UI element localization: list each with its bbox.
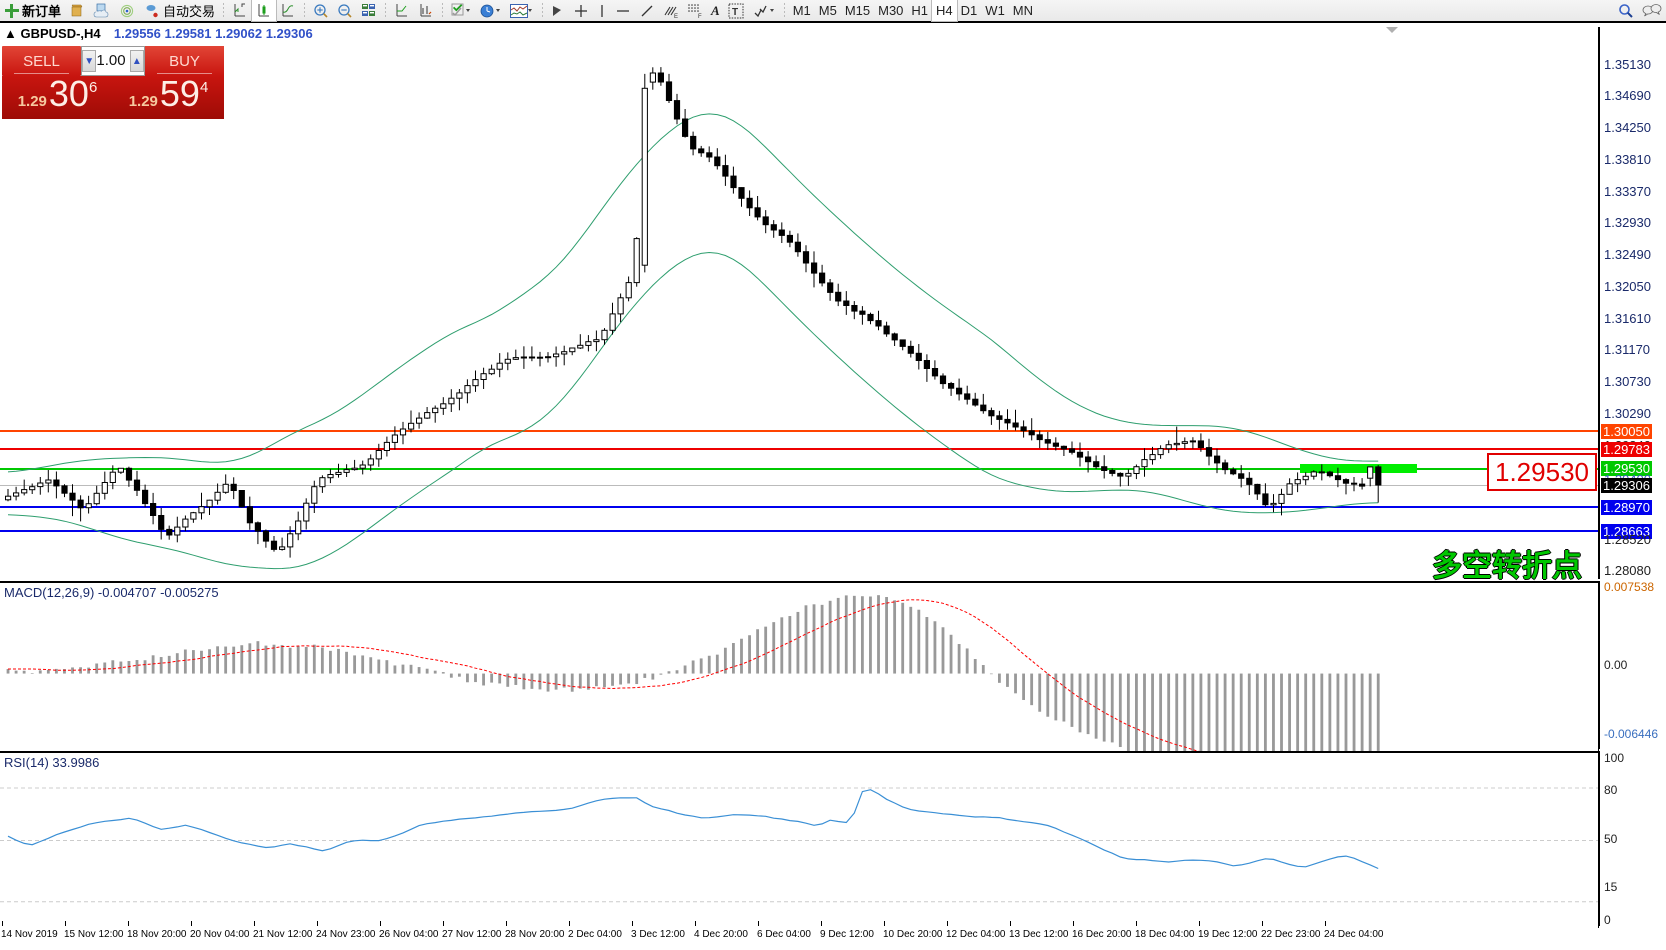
- svg-text:F: F: [698, 14, 702, 19]
- svg-text:E: E: [674, 14, 678, 19]
- svg-text:T: T: [732, 7, 738, 18]
